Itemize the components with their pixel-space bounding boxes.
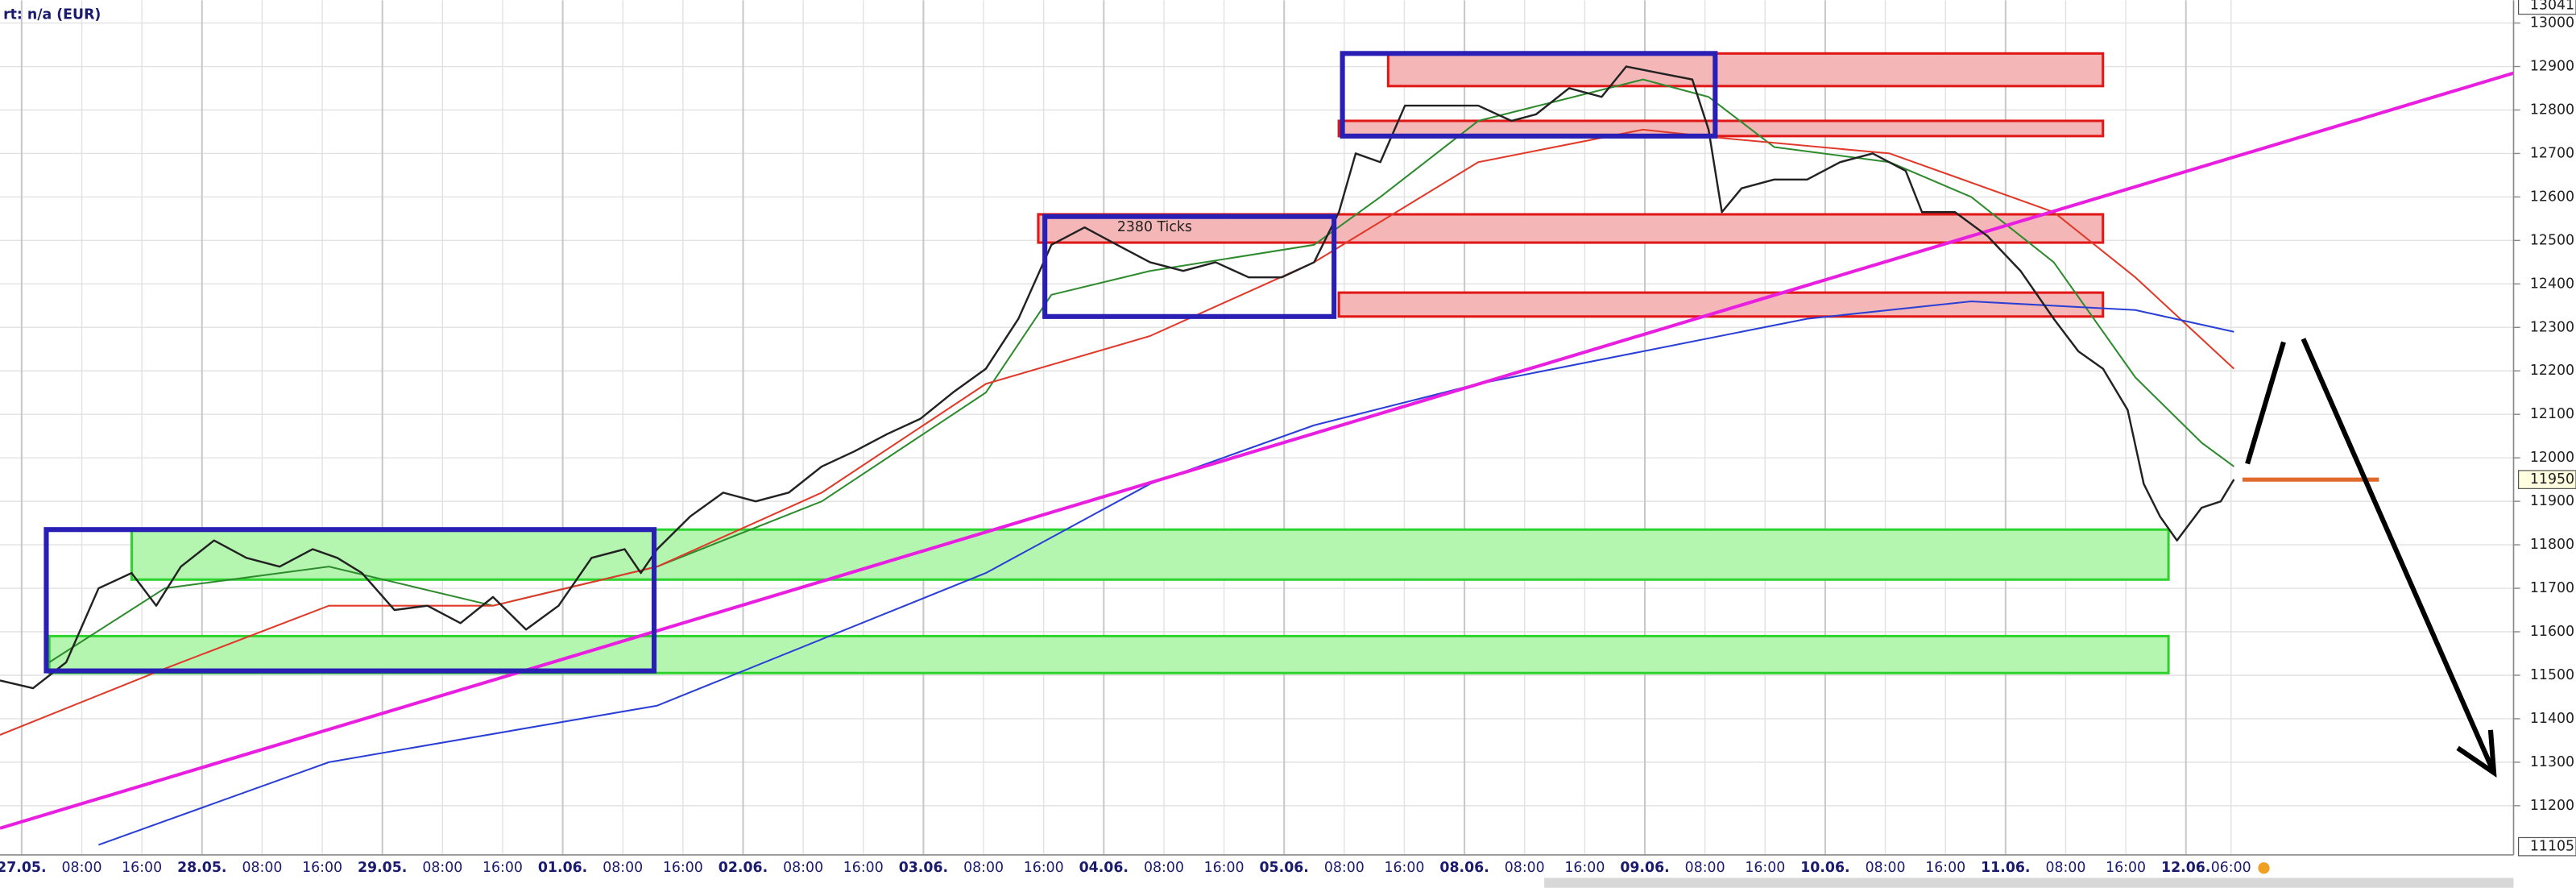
x-tick-label: 12.06. [2161,860,2210,876]
arrow-head [2456,729,2497,778]
y-tick-label: 12000 [2530,450,2574,466]
y-tick-label: 11900 [2530,493,2574,509]
y-tick-label: 11700 [2530,580,2574,596]
x-tick-label: 16:00 [663,860,703,876]
last-price-box [2518,470,2576,489]
y-tick-label: 12100 [2530,406,2574,422]
x-tick-label: 06:00 [2211,860,2251,876]
moving-average [0,128,2235,736]
x-tick-label: 16:00 [1204,860,1245,876]
x-tick-label: 08:00 [1866,860,1906,876]
x-tick-label: 04.06. [1079,860,1129,876]
range-box [1042,214,1337,319]
last-price-label: 11950.0 [2530,471,2576,488]
x-tick-label: 10.06. [1800,860,1849,876]
x-tick-label: 08:00 [1685,860,1725,876]
lines [0,65,2515,846]
y-tick-label: 11400 [2530,711,2574,727]
y-tick-label: 11800 [2530,537,2574,553]
y-tick-label: 11200 [2530,798,2574,814]
x-tick-label: 16:00 [1564,860,1605,876]
zone [1386,52,2105,88]
x-tick-label: 05.06. [1260,860,1309,876]
range-box [43,527,657,674]
y-tick-label: 12600 [2530,189,2574,205]
zone [48,634,2170,674]
y-tick-label: 12300 [2530,319,2574,335]
y-tick-label: 11105.8 [2530,839,2576,855]
zone [130,528,2170,581]
x-tick-label: 03.06. [899,860,948,876]
x-tick-label: 08:00 [963,860,1004,876]
y-tick-label: 13041.0 [2530,0,2576,13]
range-box [1340,51,1718,139]
y-tick-label: 13000 [2530,15,2574,31]
x-tick-label: 08:00 [422,860,462,876]
x-tick-label: 08:00 [242,860,282,876]
y-tick-label: 12400 [2530,276,2574,292]
y-tick-label: 12800 [2530,102,2574,118]
x-tick-label: 08:00 [62,860,102,876]
x-tick-label: 01.06. [538,860,587,876]
x-tick-label: 16:00 [843,860,884,876]
x-tick-label: 08.06. [1439,860,1489,876]
x-tick-label: 16:00 [2106,860,2146,876]
x-tick-label: 16:00 [1745,860,1785,876]
session-icon [2258,862,2270,874]
scenario-arrow [2301,338,2496,774]
zone [1337,291,2105,318]
x-tick-label: 16:00 [1385,860,1425,876]
x-tick-label: 08:00 [1324,860,1365,876]
y-tick-label: 12700 [2530,145,2574,161]
x-tick-label: 27.05. [0,860,47,876]
zones [48,52,2170,674]
moving-average [98,300,2234,846]
scrollbar[interactable] [1544,878,2514,888]
x-tick-label: 28.05. [177,860,226,876]
x-tick-label: 09.06. [1620,860,1669,876]
y-tick-label: 12200 [2530,363,2574,379]
header-line: rt: n/a (EUR) [3,7,101,23]
y-extreme-box [2518,0,2576,15]
zone [1037,213,2105,244]
y-tick-label: 11300 [2530,754,2574,770]
y-tick-label: 11600 [2530,624,2574,640]
x-tick-label: 08:00 [603,860,643,876]
x-tick-label: 08:00 [1505,860,1545,876]
price-line [0,65,2235,690]
scenario-arrow [2245,341,2286,465]
x-tick-label: 08:00 [783,860,823,876]
y-tick-label: 11500 [2530,667,2574,683]
y-tick-label: 12500 [2530,232,2574,248]
x-tick-label: 16:00 [1024,860,1064,876]
x-tick-label: 08:00 [2045,860,2085,876]
trendline [0,71,2515,830]
x-tick-label: 08:00 [1144,860,1184,876]
annotation: 2380 Ticks [1117,219,1192,235]
x-tick-label: 11.06. [1981,860,2030,876]
x-tick-label: 16:00 [1925,860,1965,876]
x-tick-label: 29.05. [358,860,407,876]
x-tick-label: 16:00 [122,860,162,876]
y-tick-label: 12900 [2530,59,2574,75]
boxes [43,51,1718,674]
x-tick-label: 16:00 [482,860,523,876]
x-tick-label: 16:00 [302,860,342,876]
zone [1337,119,2105,138]
x-tick-label: 02.06. [719,860,768,876]
y-extreme-box [2518,836,2576,857]
